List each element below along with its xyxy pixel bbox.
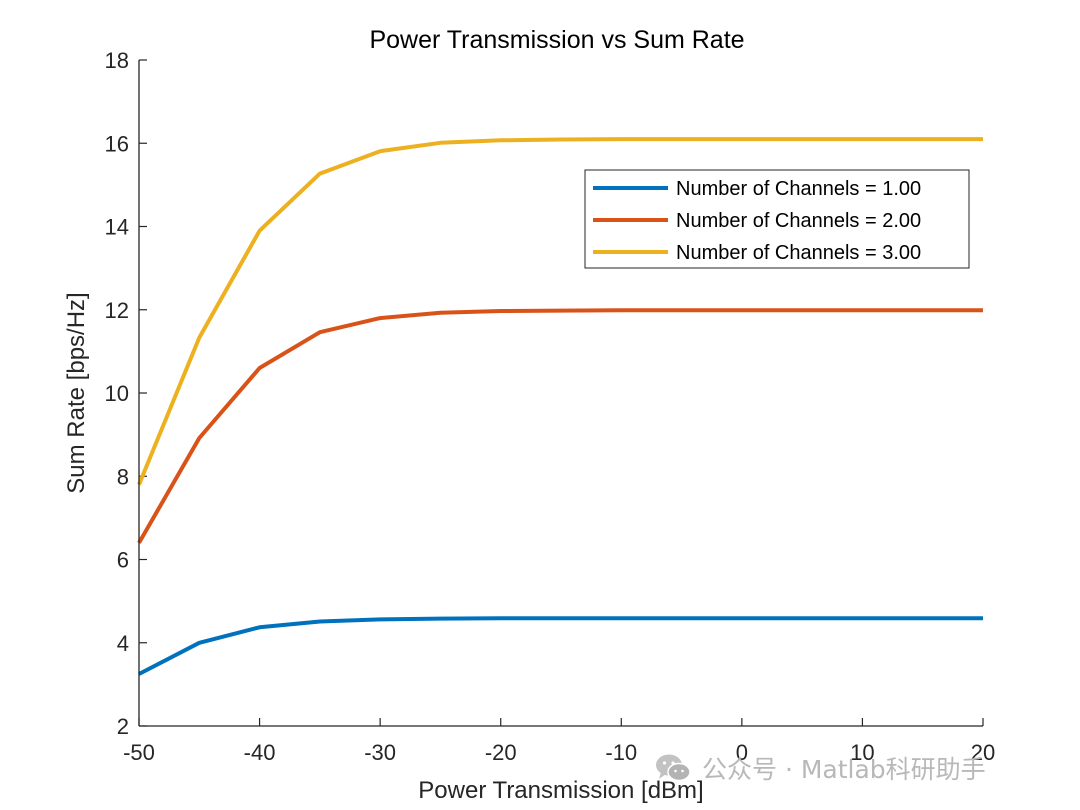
axis-ticks: -50 -40 -30 -20 -10 0 10 20 2 4 6 8 10 12 14 16 18 [105, 48, 996, 765]
y-tick-label: 12 [105, 298, 129, 323]
y-tick-label: 10 [105, 381, 129, 406]
y-tick-label: 16 [105, 131, 129, 156]
wechat-icon [656, 754, 691, 782]
chart-title: Power Transmission vs Sum Rate [369, 26, 744, 54]
x-axis-label: Power Transmission [dBm] [418, 777, 703, 804]
y-tick-label: 2 [117, 714, 129, 739]
y-tick-label: 14 [105, 215, 129, 240]
x-tick-label: 0 [736, 740, 748, 765]
legend: Number of Channels = 1.00 Number of Chann… [584, 169, 970, 269]
x-tick-label: -50 [123, 740, 155, 765]
x-tick-label: -30 [364, 740, 396, 765]
legend-label-1: Number of Channels = 1.00 [676, 178, 921, 200]
y-tick-label: 4 [117, 631, 129, 656]
watermark-text: 公众号 · Matlab科研助手 [702, 755, 986, 784]
x-tick-label: 20 [971, 740, 995, 765]
y-tick-label: 18 [105, 48, 129, 73]
x-tick-label: 10 [850, 740, 874, 765]
watermark: 公众号 · Matlab科研助手 [654, 748, 986, 788]
y-axis-label: Sum Rate [bps/Hz] [63, 292, 90, 493]
y-tick-label: 8 [117, 464, 129, 489]
legend-label-3: Number of Channels = 3.00 [676, 242, 921, 264]
y-tick-label: 6 [117, 548, 129, 573]
series-line-2 [137, 308, 983, 544]
x-tick-label: -40 [244, 740, 276, 765]
series-lines [137, 137, 983, 676]
series-line-1 [138, 616, 983, 676]
legend-label-2: Number of Channels = 2.00 [676, 210, 921, 232]
x-tick-label: -20 [485, 740, 517, 765]
x-tick-label: -10 [605, 740, 637, 765]
series-line-3 [137, 137, 983, 486]
